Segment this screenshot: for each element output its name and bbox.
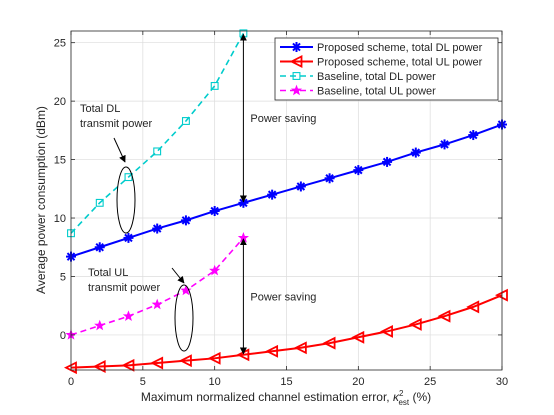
data-point: [437, 309, 451, 323]
y-axis-label: Average power consumption (dBm): [34, 106, 48, 294]
data-point: [265, 344, 279, 358]
annotation-total-ul-line: Total UL: [88, 267, 128, 279]
tick-group: 0 5 10 15 20 25 30 0 5 10 15 20 25: [54, 31, 508, 388]
data-point: [351, 330, 365, 344]
legend: Proposed scheme, total DL power Proposed …: [274, 37, 499, 101]
data-point: [178, 354, 192, 368]
x-tick-label: 30: [496, 376, 508, 388]
series-0: [66, 119, 507, 262]
x-tick-label: 15: [280, 376, 292, 388]
data-point: [181, 117, 190, 125]
data-point: [466, 300, 480, 314]
annotation-total-dl-line: Total DL: [80, 103, 120, 115]
data-point: [293, 341, 307, 355]
legend-label: Baseline, total DL power: [317, 71, 436, 83]
series-line: [70, 32, 245, 234]
data-point: [267, 189, 278, 200]
legend-label: Baseline, total UL power: [317, 86, 436, 98]
data-point: [94, 319, 106, 331]
annotation-group: Total DL transmit power Total UL transmit p…: [80, 33, 316, 355]
data-point: [123, 232, 134, 243]
annotation-total-ul-ellipse: [174, 284, 194, 352]
annotation-total-dl-pointer: [113, 137, 126, 163]
data-point: [124, 173, 133, 182]
legend-label: Proposed scheme, total UL power: [317, 57, 483, 69]
y-tick-label: 25: [54, 38, 66, 50]
legend-label: Proposed scheme, total DL power: [317, 42, 483, 54]
data-point: [439, 139, 450, 150]
data-point: [209, 206, 220, 217]
data-point: [151, 298, 163, 310]
y-tick-label: 10: [54, 213, 66, 225]
series-1: [63, 288, 508, 375]
x-tick-label: 10: [209, 376, 221, 388]
series-line: [70, 123, 503, 258]
data-point: [295, 181, 306, 192]
legend-marker: [290, 84, 303, 96]
data-point: [322, 336, 336, 350]
grid: [70, 31, 503, 370]
annotation-total-dl-line: transmit power: [80, 118, 152, 130]
data-point: [408, 317, 422, 331]
y-tick-label: 0: [60, 330, 66, 342]
legend-entry: Baseline, total DL power: [280, 71, 436, 83]
data-point: [324, 173, 335, 184]
y-tick-label: 20: [54, 96, 66, 108]
data-point: [153, 147, 162, 156]
x-axis-label: Maximum normalized channel estimation er…: [141, 389, 431, 407]
x-tick-label: 20: [352, 376, 364, 388]
data-point: [382, 156, 393, 167]
x-tick-label: 0: [68, 376, 74, 388]
data-point: [150, 356, 164, 370]
data-point: [180, 215, 191, 226]
data-point: [180, 284, 192, 296]
data-point: [95, 198, 104, 207]
legend-entry: Baseline, total UL power: [280, 84, 436, 98]
series-line: [70, 294, 503, 369]
legend-marker: [289, 55, 303, 68]
data-point: [353, 165, 364, 176]
y-tick-label: 15: [54, 155, 66, 167]
legend-marker: [292, 72, 301, 80]
annotation-total-ul-line: transmit power: [88, 282, 160, 294]
y-tick-label: 5: [60, 271, 66, 283]
x-tick-label: 5: [140, 376, 146, 388]
data-point: [92, 360, 106, 373]
data-point: [121, 358, 135, 372]
data-point: [468, 130, 479, 141]
data-point: [152, 223, 163, 234]
data-point: [207, 351, 221, 365]
data-point: [122, 310, 135, 321]
legend-entry: Proposed scheme, total UL power: [280, 55, 483, 69]
x-tick-label: 25: [424, 376, 436, 388]
data-point: [410, 147, 421, 158]
legend-box: [274, 37, 499, 101]
data-point: [94, 242, 105, 253]
annotation-total-ul-pointer: [171, 267, 185, 284]
data-point: [210, 81, 219, 90]
annotation-saving-ul-label: Power saving: [250, 291, 316, 303]
legend-marker: [291, 42, 302, 52]
annotation-saving-dl-label: Power saving: [250, 113, 316, 125]
annotation-total-dl-ellipse: [116, 166, 136, 234]
data-point: [209, 264, 221, 276]
series-group: [63, 29, 508, 375]
legend-entry: Proposed scheme, total DL power: [280, 42, 483, 54]
data-point: [380, 324, 393, 338]
